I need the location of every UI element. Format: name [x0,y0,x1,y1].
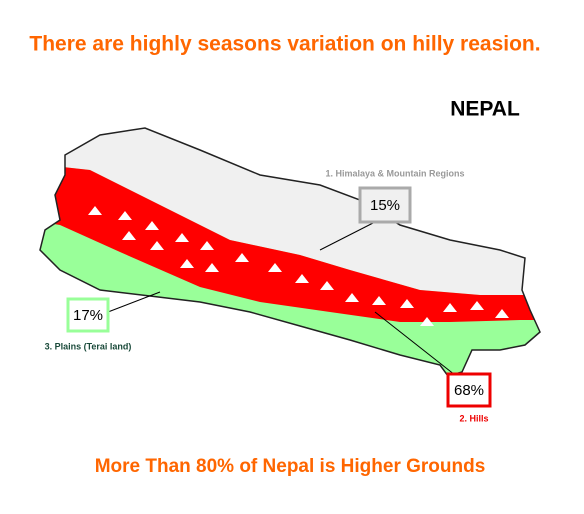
border [39,127,541,377]
share-box [446,372,492,408]
leader [374,311,456,376]
region-label: 1. Himalaya & Mountain Regions [325,168,464,178]
mountain-icons [88,206,509,326]
region-label: 2. Hills [459,413,488,423]
share-box [358,186,412,224]
share: 15% [370,197,400,214]
hills [40,160,540,322]
region-label: 3. Plains (Terai land) [45,341,132,351]
map-title: NEPAL [450,98,520,121]
title: There are highly seasons variation on hi… [29,33,540,56]
leader [107,291,161,313]
share: 17% [73,307,103,324]
share: 68% [454,382,484,399]
footer: More Than 80% of Nepal is Higher Grounds [95,456,486,477]
leader [319,221,376,251]
share-box [66,297,110,333]
